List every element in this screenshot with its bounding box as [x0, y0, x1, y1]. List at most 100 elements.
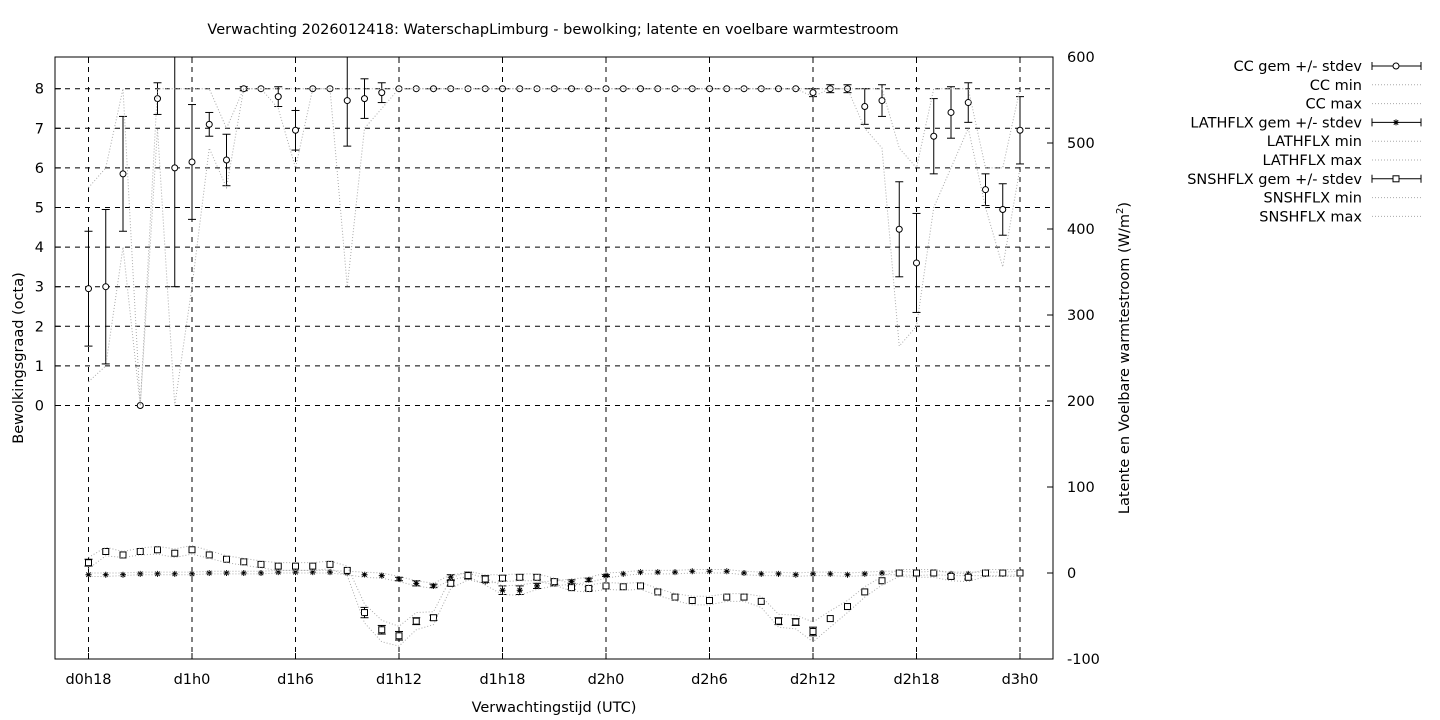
marker-star [689, 568, 696, 575]
y-tick-label: 4 [35, 240, 44, 256]
marker-star [603, 572, 609, 579]
marker-square [188, 546, 196, 554]
series-snshflx-gem-stdev [84, 546, 1024, 641]
marker-square [999, 569, 1007, 577]
marker-circle [343, 97, 351, 105]
marker-square [723, 593, 731, 601]
x-tick-label: d2h18 [893, 672, 939, 688]
x-tick-label: d3h0 [1002, 672, 1039, 688]
legend: CC gem +/- stdev CC min CC max LATHFLX gem … [1187, 59, 1422, 225]
marker-star [85, 571, 92, 578]
y2-tick-label: -100 [1067, 652, 1100, 668]
y-tick-label: 5 [35, 201, 44, 217]
y2-tick-label: 500 [1067, 136, 1095, 152]
marker-circle [119, 170, 127, 178]
marker-circle [947, 108, 955, 116]
marker-star [775, 570, 782, 577]
y-tick-label: 0 [35, 399, 44, 415]
legend-label: SNSHFLX gem +/- stdev [1187, 172, 1362, 188]
marker-star [137, 570, 144, 577]
marker-square [757, 597, 765, 605]
marker-square [930, 569, 938, 577]
marker-star [672, 569, 678, 576]
marker-square [102, 548, 110, 555]
marker-square [154, 546, 161, 554]
y2-tick-label: 600 [1067, 50, 1095, 66]
series-cc-min [88, 88, 1021, 406]
marker-star [758, 570, 765, 577]
marker-square [257, 560, 265, 568]
marker-circle [878, 97, 886, 105]
legend-label: CC max [1306, 97, 1363, 113]
marker-star [171, 570, 178, 577]
marker-square [171, 549, 179, 557]
marker-circle [999, 205, 1007, 213]
x-tick-label: d2h6 [691, 672, 728, 688]
y2-tick-label: 100 [1067, 480, 1095, 496]
marker-square [343, 566, 351, 574]
marker-star [861, 570, 868, 577]
marker-square [205, 551, 213, 559]
marker-star [585, 576, 592, 583]
marker-star [516, 587, 523, 594]
marker-circle [430, 85, 437, 93]
marker-circle [154, 95, 161, 103]
marker-square [1392, 175, 1400, 183]
legend-label: CC gem +/- stdev [1233, 59, 1362, 75]
marker-star [620, 570, 627, 577]
y-tick-label: 7 [35, 121, 44, 137]
y2-axis-label-end: ) [1117, 202, 1133, 208]
marker-star [206, 570, 213, 576]
marker-star [654, 569, 661, 576]
marker-square [361, 609, 368, 617]
series-layer [84, 57, 1024, 647]
marker-square [637, 582, 644, 590]
marker-star [102, 571, 109, 578]
marker-star [741, 570, 747, 576]
series-cc-max [88, 88, 1021, 406]
marker-circle [223, 156, 230, 164]
marker-square [240, 558, 248, 566]
marker-star [292, 569, 299, 576]
marker-star [1393, 119, 1399, 126]
marker-square [136, 548, 144, 555]
marker-circle [568, 85, 575, 93]
legend-label: LATHFLX max [1262, 153, 1362, 169]
marker-circle [982, 186, 989, 194]
chart-title: Verwachting 2026012418: WaterschapLimbur… [207, 22, 898, 38]
marker-star [827, 570, 834, 577]
y2-tick-label: 200 [1067, 394, 1095, 410]
y-tick-label: 8 [35, 82, 44, 98]
marker-square [913, 569, 920, 577]
x-tick-label: d1h0 [174, 672, 211, 688]
series-line [88, 88, 1021, 406]
marker-square [826, 615, 834, 623]
marker-square [326, 560, 334, 568]
marker-circle [1016, 126, 1024, 134]
marker-circle [378, 89, 386, 97]
y2-tick-label: 400 [1067, 222, 1095, 238]
marker-circle [844, 85, 851, 93]
series-line [88, 553, 1020, 647]
legend-label: SNSHFLX max [1259, 209, 1362, 225]
x-tick-label: d2h12 [790, 672, 836, 688]
legend-label: SNSHFLX min [1264, 191, 1362, 207]
marker-square [464, 572, 472, 580]
marker-circle [706, 85, 713, 93]
marker-circle [775, 85, 782, 93]
y2-tick-label: 0 [1067, 566, 1076, 582]
marker-circle [361, 95, 368, 103]
marker-circle [499, 85, 506, 93]
y-tick-label: 3 [35, 280, 44, 296]
marker-square [292, 562, 299, 570]
y2-axis-label-main: Latente en Voelbare warmtestroom (W/m [1117, 214, 1133, 514]
y2-axis-label: Latente en Voelbare warmtestroom (W/m2) [1115, 202, 1133, 514]
marker-circle [171, 164, 179, 172]
marker-star [844, 571, 851, 578]
marker-square [499, 574, 506, 582]
marker-star [413, 580, 420, 587]
marker-circle [1392, 62, 1400, 70]
marker-square [809, 627, 817, 635]
marker-square [395, 632, 403, 640]
marker-square [85, 559, 92, 567]
